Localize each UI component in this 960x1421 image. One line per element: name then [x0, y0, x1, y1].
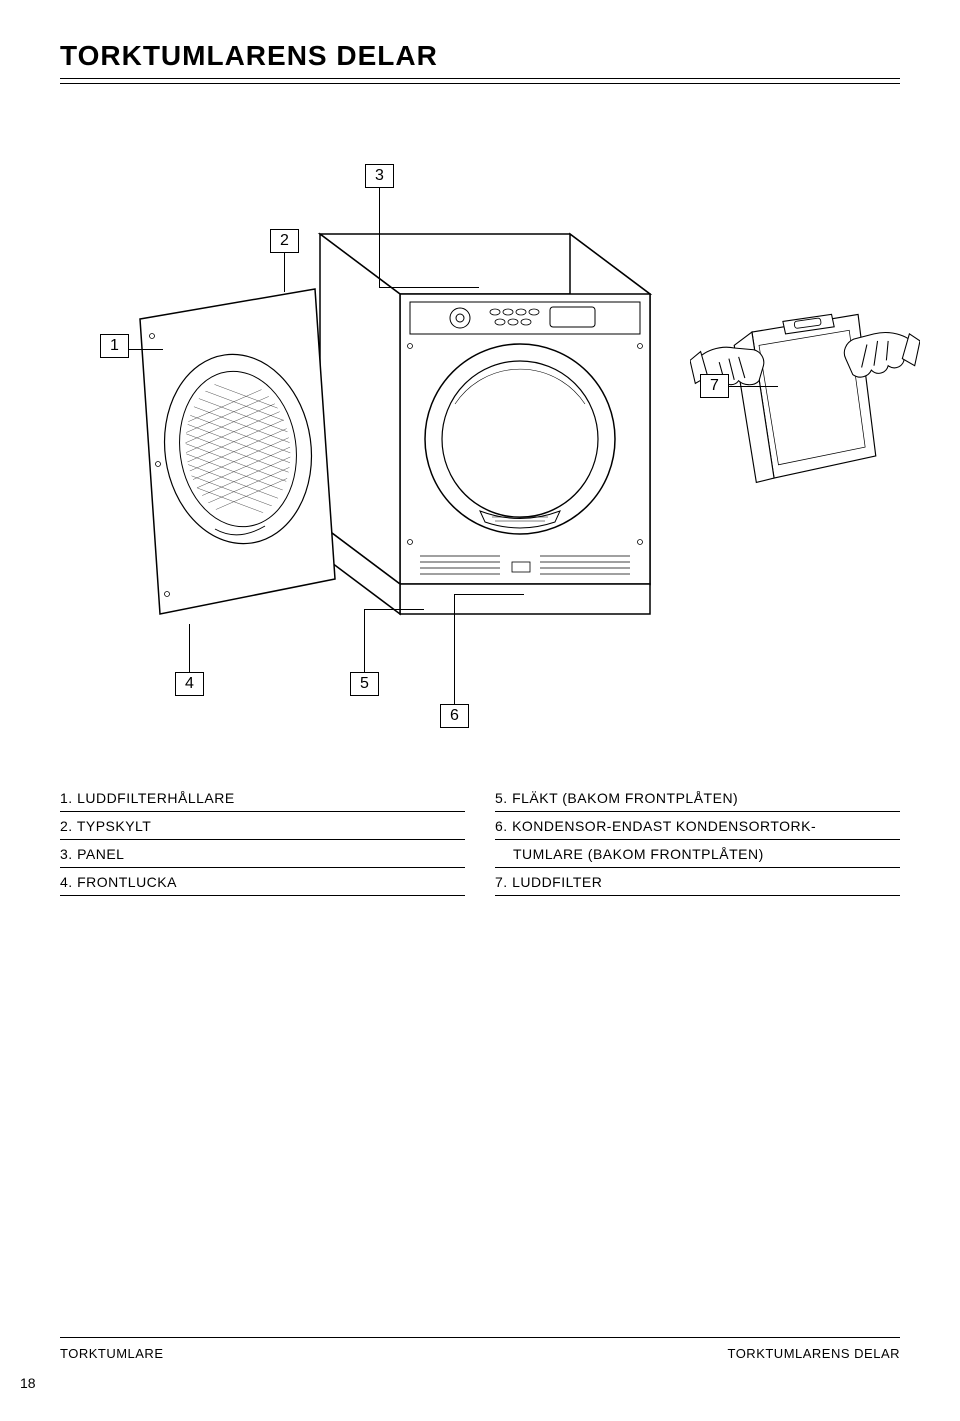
- leader-2: [284, 252, 285, 292]
- title-underline: [60, 83, 900, 84]
- list-item-6a: 6. KONDENSOR-ENDAST KONDENSORTORK-: [495, 812, 900, 840]
- footer-right: TORKTUMLARENS DELAR: [727, 1346, 900, 1361]
- footer-left: TORKTUMLARE: [60, 1346, 164, 1361]
- leader-6b: [454, 594, 524, 595]
- list-item-3: 3. PANEL: [60, 840, 465, 868]
- parts-columns: 1. LUDDFILTERHÅLLARE 2. TYPSKYLT 3. PANE…: [60, 784, 900, 896]
- list-item-2: 2. TYPSKYLT: [60, 812, 465, 840]
- right-column: 5. FLÄKT (BAKOM FRONTPLÅTEN) 6. KONDENSO…: [495, 784, 900, 896]
- callout-5: 5: [350, 672, 379, 696]
- dryer-illustration: [120, 184, 680, 664]
- list-item-6b: TUMLARE (BAKOM FRONTPLÅTEN): [495, 840, 900, 868]
- list-item-7: 7. LUDDFILTER: [495, 868, 900, 896]
- leader-3a: [379, 187, 380, 287]
- leader-1: [128, 349, 163, 350]
- callout-7: 7: [700, 374, 729, 398]
- callout-1: 1: [100, 334, 129, 358]
- callout-2: 2: [270, 229, 299, 253]
- leader-3b: [379, 287, 479, 288]
- list-item-5: 5. FLÄKT (BAKOM FRONTPLÅTEN): [495, 784, 900, 812]
- leader-5b: [364, 609, 424, 610]
- page-number: 18: [20, 1375, 36, 1391]
- leader-5a: [364, 609, 365, 672]
- footer: TORKTUMLARE TORKTUMLARENS DELAR: [60, 1337, 900, 1361]
- callout-6: 6: [440, 704, 469, 728]
- leader-6a: [454, 594, 455, 704]
- list-item-1: 1. LUDDFILTERHÅLLARE: [60, 784, 465, 812]
- diagram-area: 1 2 3 4 5 6 7: [60, 124, 900, 744]
- page-title: TORKTUMLARENS DELAR: [60, 40, 900, 79]
- leader-4: [189, 624, 190, 672]
- left-column: 1. LUDDFILTERHÅLLARE 2. TYPSKYLT 3. PANE…: [60, 784, 465, 896]
- callout-4: 4: [175, 672, 204, 696]
- leader-7: [728, 386, 778, 387]
- list-item-4: 4. FRONTLUCKA: [60, 868, 465, 896]
- callout-3: 3: [365, 164, 394, 188]
